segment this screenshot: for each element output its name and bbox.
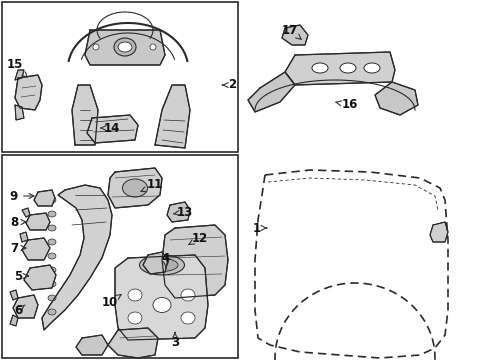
Text: 11: 11 bbox=[141, 179, 163, 192]
Text: 1: 1 bbox=[252, 221, 266, 234]
Text: 8: 8 bbox=[10, 216, 26, 229]
Text: 17: 17 bbox=[281, 23, 301, 39]
Ellipse shape bbox=[48, 225, 56, 231]
Polygon shape bbox=[108, 168, 162, 208]
Ellipse shape bbox=[150, 44, 156, 50]
Text: 16: 16 bbox=[335, 99, 357, 112]
Text: 5: 5 bbox=[14, 270, 28, 283]
Polygon shape bbox=[13, 295, 38, 318]
Ellipse shape bbox=[48, 281, 56, 287]
Ellipse shape bbox=[153, 297, 171, 312]
Text: 10: 10 bbox=[102, 294, 121, 309]
Polygon shape bbox=[15, 105, 24, 120]
Bar bbox=[2, 2, 238, 152]
Polygon shape bbox=[24, 265, 56, 290]
Bar bbox=[2, 155, 238, 358]
Ellipse shape bbox=[48, 239, 56, 245]
Ellipse shape bbox=[146, 258, 178, 271]
Text: 4: 4 bbox=[162, 252, 170, 267]
Ellipse shape bbox=[128, 312, 142, 324]
Ellipse shape bbox=[181, 289, 195, 301]
Polygon shape bbox=[247, 72, 294, 112]
Ellipse shape bbox=[48, 267, 56, 273]
Text: 7: 7 bbox=[10, 242, 26, 255]
Polygon shape bbox=[15, 70, 24, 80]
Ellipse shape bbox=[339, 63, 355, 73]
Polygon shape bbox=[429, 222, 447, 242]
Polygon shape bbox=[20, 232, 28, 242]
Text: 3: 3 bbox=[171, 333, 179, 348]
Polygon shape bbox=[85, 30, 164, 65]
Polygon shape bbox=[142, 252, 168, 274]
Polygon shape bbox=[155, 85, 190, 148]
Polygon shape bbox=[162, 225, 227, 298]
Polygon shape bbox=[87, 115, 138, 143]
Polygon shape bbox=[76, 335, 108, 355]
Polygon shape bbox=[26, 213, 50, 230]
Ellipse shape bbox=[48, 253, 56, 259]
Polygon shape bbox=[22, 238, 50, 260]
Polygon shape bbox=[115, 255, 207, 340]
Polygon shape bbox=[10, 315, 18, 326]
Polygon shape bbox=[285, 52, 394, 85]
Polygon shape bbox=[167, 202, 190, 222]
Polygon shape bbox=[22, 208, 30, 217]
Polygon shape bbox=[282, 25, 307, 45]
Text: 9: 9 bbox=[10, 189, 34, 202]
Text: 12: 12 bbox=[188, 231, 208, 244]
Ellipse shape bbox=[363, 63, 379, 73]
Ellipse shape bbox=[48, 211, 56, 217]
Ellipse shape bbox=[48, 295, 56, 301]
Polygon shape bbox=[15, 75, 42, 110]
Ellipse shape bbox=[48, 309, 56, 315]
Text: 15: 15 bbox=[7, 58, 27, 77]
Ellipse shape bbox=[139, 255, 184, 275]
Ellipse shape bbox=[118, 42, 132, 52]
Polygon shape bbox=[108, 328, 158, 358]
Ellipse shape bbox=[48, 197, 56, 203]
Polygon shape bbox=[34, 190, 55, 206]
Ellipse shape bbox=[114, 38, 136, 56]
Polygon shape bbox=[10, 290, 18, 300]
Polygon shape bbox=[72, 85, 98, 145]
Ellipse shape bbox=[181, 312, 195, 324]
Text: 14: 14 bbox=[101, 122, 120, 135]
Text: 6: 6 bbox=[14, 303, 25, 316]
Ellipse shape bbox=[122, 179, 147, 197]
Text: 2: 2 bbox=[222, 78, 236, 91]
Ellipse shape bbox=[93, 44, 99, 50]
Ellipse shape bbox=[128, 289, 142, 301]
Ellipse shape bbox=[311, 63, 327, 73]
Polygon shape bbox=[374, 82, 417, 115]
Polygon shape bbox=[42, 185, 112, 330]
Text: 13: 13 bbox=[174, 206, 193, 219]
